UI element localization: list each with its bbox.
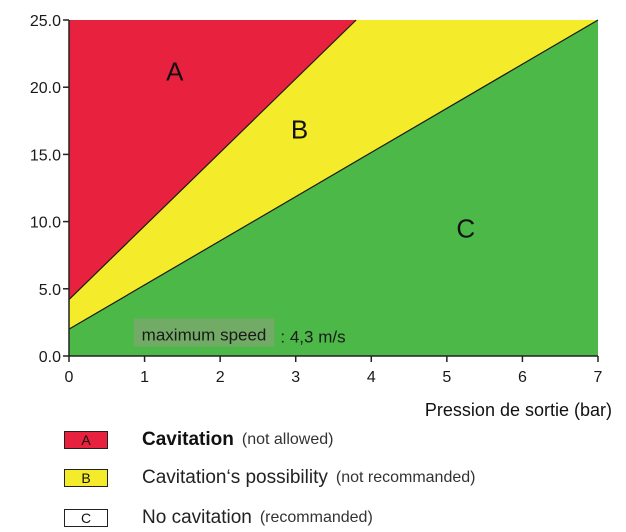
legend-item-b: B Cavitation‘s possibility (not recomman… bbox=[64, 466, 475, 490]
cavitation-chart: maximum speed : 4,3 m/s 0.05.010.015.020… bbox=[30, 13, 612, 420]
max-speed-box bbox=[133, 318, 275, 347]
y-tick-label: 20.0 bbox=[30, 80, 61, 97]
x-tick-label: 6 bbox=[518, 369, 527, 386]
legend-note-a: (not allowed) bbox=[241, 431, 334, 448]
zone-label-c: C bbox=[456, 214, 475, 244]
boundary-line-a-b bbox=[68, 19, 357, 300]
boundary-line-b-c bbox=[68, 19, 599, 330]
legend-main-b: Cavitation‘s possibility bbox=[142, 467, 328, 488]
legend-main-c: No cavitation bbox=[142, 507, 252, 528]
legend-swatch-a: A bbox=[64, 431, 108, 449]
legend-swatch-c: C bbox=[64, 509, 108, 527]
max-speed-label: maximum speed bbox=[142, 325, 267, 344]
x-tick-label: 1 bbox=[140, 369, 149, 386]
zone-label-a: A bbox=[166, 56, 184, 86]
boundary-lines bbox=[68, 19, 599, 330]
zones-layer bbox=[69, 20, 598, 356]
axes: 0.0 5.0 10.0 15.0 20.0 25.0 0 1 2 3 4 5 6 7 bbox=[30, 13, 603, 386]
legend-item-c: C No cavitation (recommanded) bbox=[64, 506, 373, 530]
y-tick-label: 5.0 bbox=[39, 282, 61, 299]
legend-note-c: (recommanded) bbox=[259, 509, 373, 526]
x-tick-label: 2 bbox=[216, 369, 225, 386]
zone-label-b: B bbox=[291, 114, 308, 144]
x-axis-label: Pression de sortie (bar) bbox=[425, 400, 612, 420]
legend-item-a: A Cavitation (not allowed) bbox=[64, 428, 333, 452]
y-tick-label: 25.0 bbox=[30, 13, 61, 30]
y-tick-label: 0.0 bbox=[39, 349, 61, 366]
x-tick-label: 4 bbox=[367, 369, 376, 386]
y-tick-label: 15.0 bbox=[30, 147, 61, 164]
y-tick-label: 10.0 bbox=[30, 215, 61, 232]
x-tick-label: 3 bbox=[291, 369, 300, 386]
legend-key-b: B bbox=[81, 470, 91, 486]
max-speed-value: : 4,3 m/s bbox=[280, 327, 345, 346]
zone-labels: A B C bbox=[166, 56, 475, 243]
x-tick-label: 5 bbox=[442, 369, 451, 386]
legend-main-a: Cavitation bbox=[142, 429, 234, 450]
legend-key-a: A bbox=[81, 432, 91, 448]
x-tick-label: 7 bbox=[594, 369, 603, 386]
max-speed-annotation: maximum speed : 4,3 m/s bbox=[133, 318, 346, 347]
x-tick-label: 0 bbox=[65, 369, 74, 386]
zone-c-area bbox=[69, 20, 598, 356]
legend-swatch-b: B bbox=[64, 469, 108, 487]
legend-key-c: C bbox=[80, 510, 92, 526]
legend-note-b: (not recommanded) bbox=[335, 469, 476, 486]
